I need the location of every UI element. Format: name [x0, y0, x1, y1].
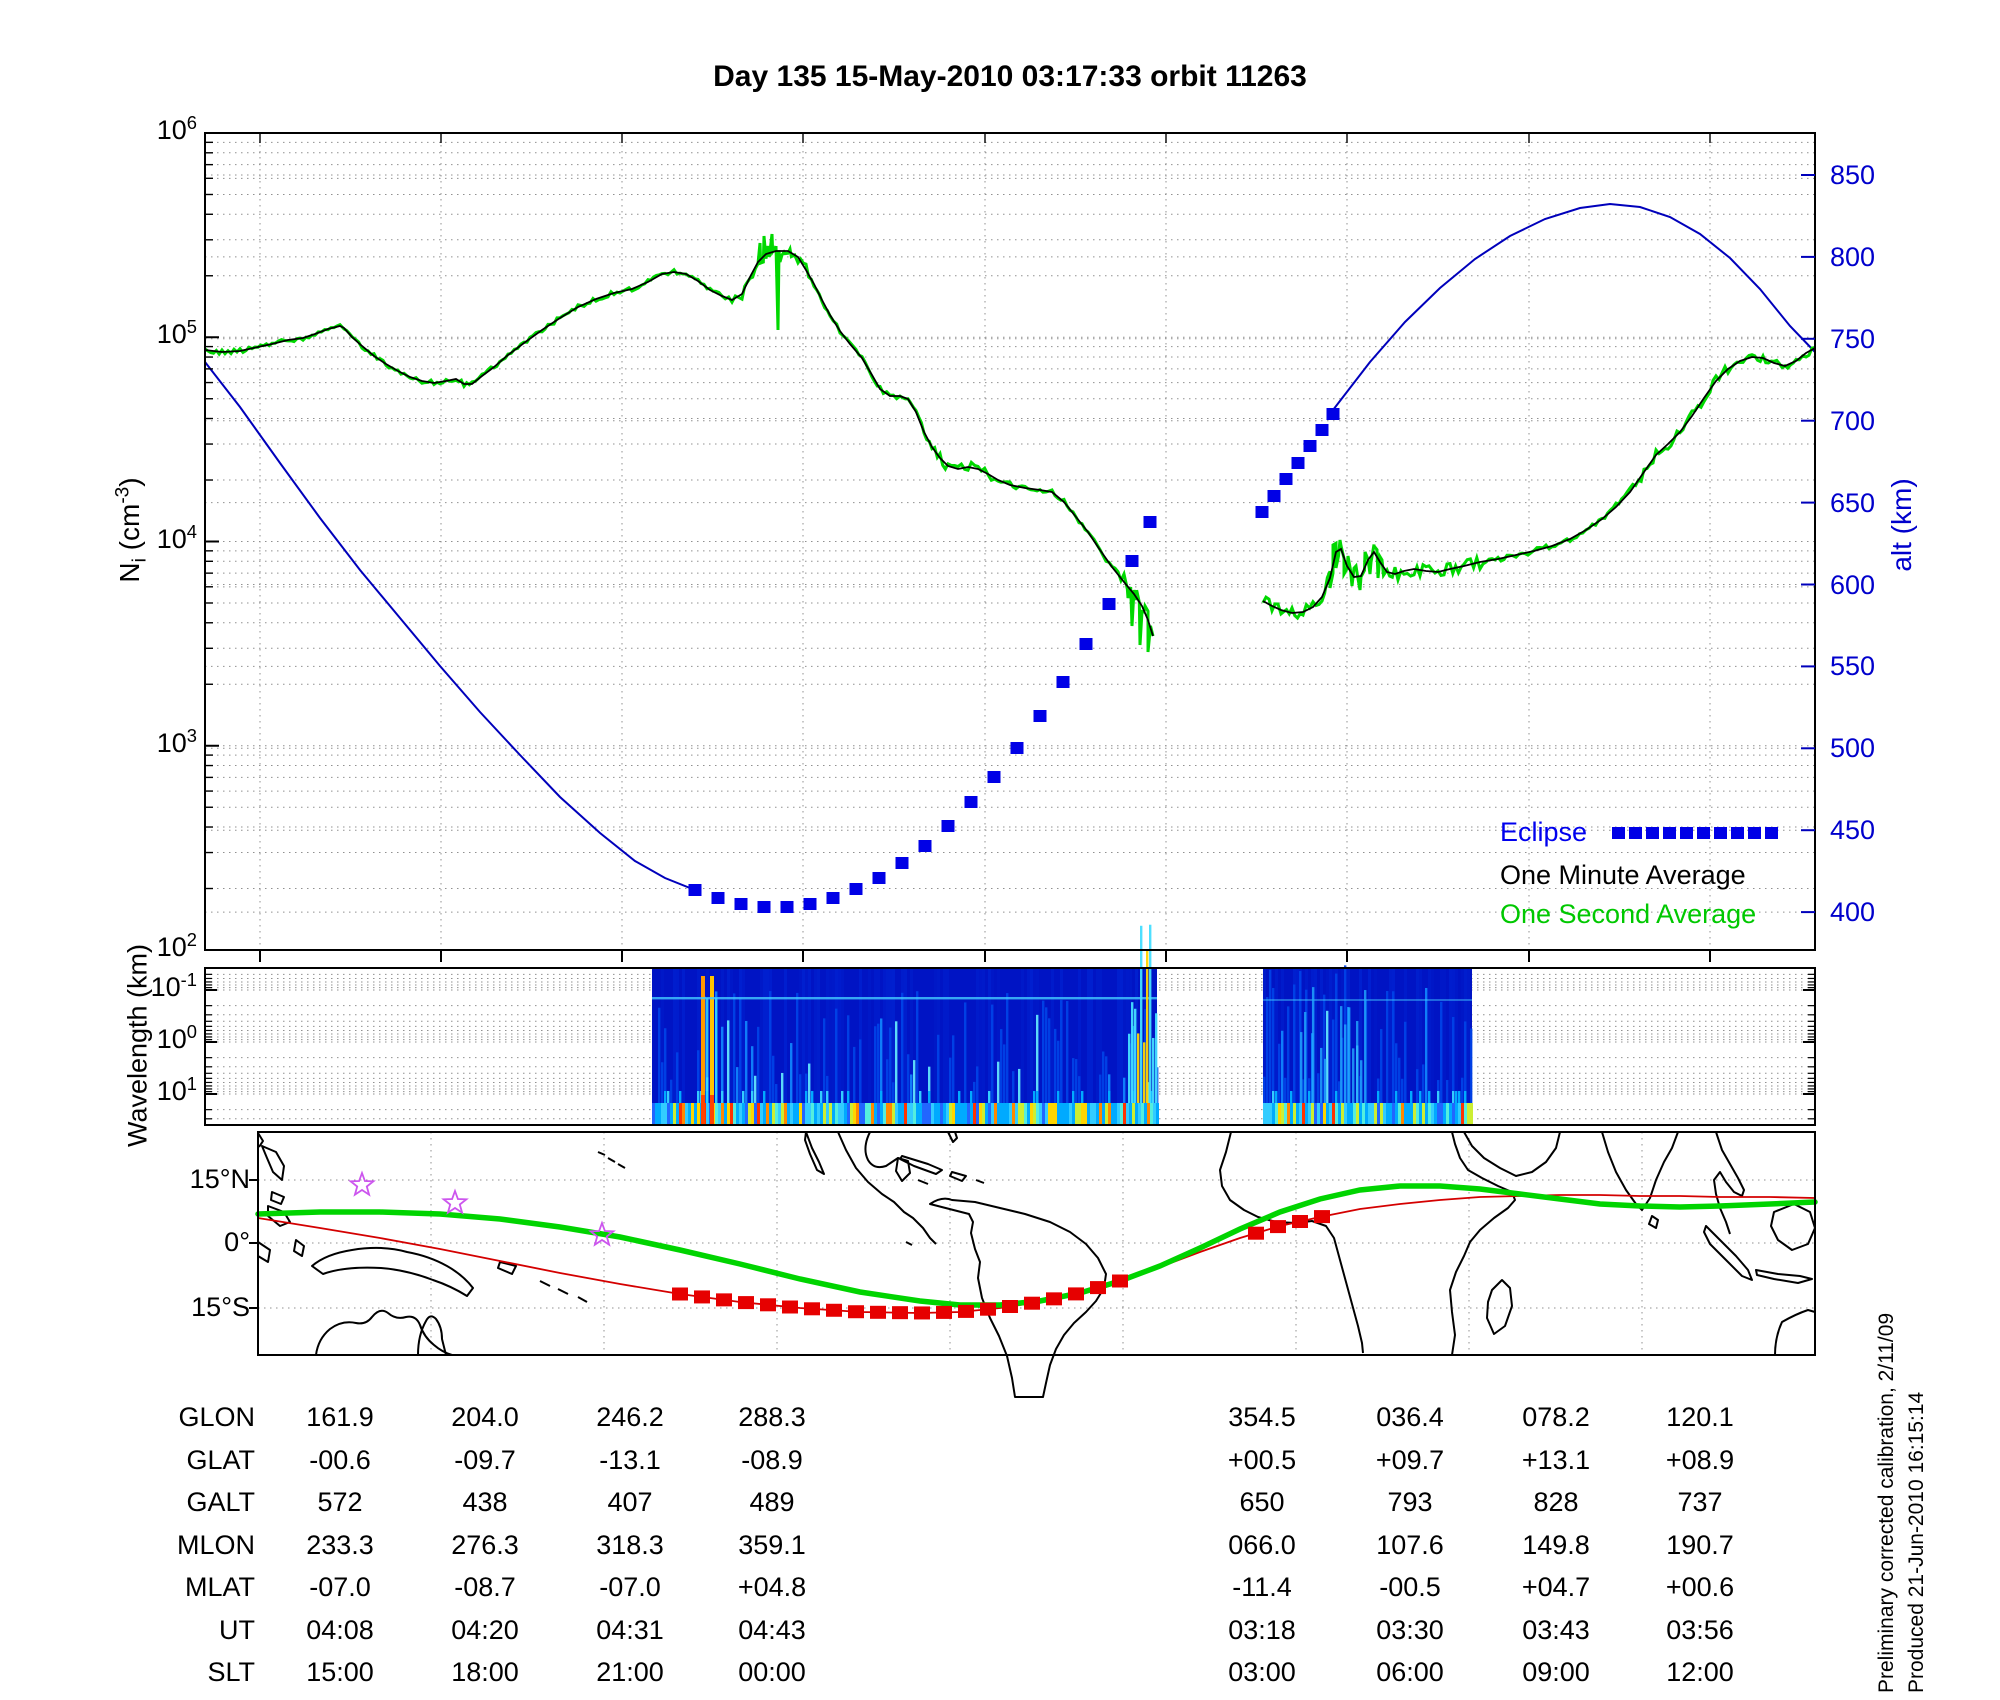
- side-note-produced: Produced 21-Jun-2010 16:15:14: [1905, 1391, 1928, 1693]
- legend-eclipse-label: Eclipse: [1500, 817, 1588, 847]
- wavelength-tick-2: 101: [156, 1073, 197, 1106]
- legend-one-minute-label: One Minute Average: [1500, 860, 1746, 890]
- legend-item-eclipse: Eclipse: [1500, 819, 1587, 846]
- table-cell-ut-0: 04:08: [306, 1615, 374, 1645]
- table-cell-glon-1: 204.0: [451, 1402, 519, 1432]
- table-cell-galt-6: 828: [1533, 1487, 1579, 1517]
- table-cell-mlat-2: -07.0: [599, 1572, 661, 1602]
- table-cell-glat-7: +08.9: [1665, 1445, 1735, 1475]
- density-tick-105: 105: [156, 316, 197, 349]
- table-cell-glon-7: 120.1: [1666, 1402, 1734, 1432]
- table-cell-mlon-2: 318.3: [596, 1530, 664, 1560]
- table-row-label-galt: GALT: [186, 1487, 255, 1517]
- table-row-label-mlon: MLON: [176, 1530, 255, 1560]
- table-cell-mlat-7: +00.6: [1665, 1572, 1735, 1602]
- table-row-label-glat: GLAT: [186, 1445, 255, 1475]
- alt-tick-450: 450: [1830, 815, 1876, 845]
- legend-one-second-label: One Second Average: [1500, 899, 1757, 929]
- wavelength-tick-1: 100: [156, 1021, 197, 1054]
- density-tick-104: 104: [156, 521, 197, 554]
- table-cell-glat-5: +09.7: [1375, 1445, 1445, 1475]
- table-cell-galt-2: 407: [607, 1487, 653, 1517]
- table-cell-slt-7: 12:00: [1666, 1657, 1734, 1687]
- density-tick-102: 102: [156, 929, 197, 962]
- table-cell-mlon-7: 190.7: [1666, 1530, 1734, 1560]
- altitude-axis-title: alt (km): [1886, 478, 1917, 572]
- table-cell-glat-3: -08.9: [741, 1445, 803, 1475]
- side-note-calibration: Preliminary corrected calibration, 2/11/…: [1875, 1312, 1898, 1693]
- table-row-label-mlat: MLAT: [184, 1572, 255, 1602]
- density-tick-106: 106: [156, 112, 197, 145]
- table-cell-ut-2: 04:31: [596, 1615, 664, 1645]
- table-row-label-ut: UT: [219, 1615, 255, 1645]
- table-cell-galt-5: 793: [1387, 1487, 1433, 1517]
- table-cell-mlon-5: 107.6: [1376, 1530, 1444, 1560]
- table-row-label-glon: GLON: [178, 1402, 255, 1432]
- table-cell-mlon-1: 276.3: [451, 1530, 519, 1560]
- table-cell-slt-5: 06:00: [1376, 1657, 1444, 1687]
- table-cell-mlat-3: +04.8: [737, 1572, 807, 1602]
- table-cell-slt-0: 15:00: [306, 1657, 374, 1687]
- alt-tick-600: 600: [1830, 570, 1876, 600]
- table-cell-ut-5: 03:30: [1376, 1615, 1444, 1645]
- map-lat-label-1: 0°: [224, 1227, 250, 1257]
- alt-tick-500: 500: [1830, 733, 1876, 763]
- table-cell-ut-4: 03:18: [1228, 1615, 1296, 1645]
- table-cell-glon-5: 036.4: [1376, 1402, 1444, 1432]
- table-cell-glon-2: 246.2: [596, 1402, 664, 1432]
- table-cell-slt-6: 09:00: [1522, 1657, 1590, 1687]
- table-cell-galt-7: 737: [1677, 1487, 1723, 1517]
- page-title: Day 135 15-May-2010 03:17:33 orbit 11263: [713, 60, 1307, 93]
- density-axis-title: Ni (cm-3): [112, 477, 151, 583]
- alt-tick-700: 700: [1830, 406, 1876, 436]
- legend-item-one-minute: One Minute Average: [1500, 862, 1746, 889]
- table-cell-ut-6: 03:43: [1522, 1615, 1590, 1645]
- alt-tick-850: 850: [1830, 160, 1876, 190]
- alt-tick-750: 750: [1830, 324, 1876, 354]
- table-row-label-slt: SLT: [207, 1657, 255, 1687]
- table-cell-mlat-0: -07.0: [309, 1572, 371, 1602]
- table-cell-glat-0: -00.6: [309, 1445, 371, 1475]
- table-cell-mlon-4: 066.0: [1228, 1530, 1296, 1560]
- table-cell-glon-4: 354.5: [1228, 1402, 1296, 1432]
- table-cell-glon-0: 161.9: [306, 1402, 374, 1432]
- table-cell-galt-0: 572: [317, 1487, 363, 1517]
- table-cell-galt-3: 489: [749, 1487, 795, 1517]
- table-cell-mlat-4: -11.4: [1232, 1572, 1292, 1602]
- table-cell-mlat-1: -08.7: [454, 1572, 516, 1602]
- map-lat-label-2: 15°S: [191, 1292, 250, 1322]
- table-cell-glat-2: -13.1: [599, 1445, 661, 1475]
- alt-tick-650: 650: [1830, 488, 1876, 518]
- table-cell-glat-1: -09.7: [454, 1445, 516, 1475]
- table-cell-mlon-0: 233.3: [306, 1530, 374, 1560]
- table-cell-ut-3: 04:43: [738, 1615, 806, 1645]
- table-cell-galt-4: 650: [1239, 1487, 1285, 1517]
- density-tick-103: 103: [156, 725, 197, 758]
- alt-tick-400: 400: [1830, 897, 1876, 927]
- table-cell-slt-2: 21:00: [596, 1657, 664, 1687]
- table-cell-glon-6: 078.2: [1522, 1402, 1590, 1432]
- table-cell-mlat-6: +04.7: [1521, 1572, 1591, 1602]
- table-cell-slt-4: 03:00: [1228, 1657, 1296, 1687]
- alt-tick-550: 550: [1830, 651, 1876, 681]
- table-cell-glon-3: 288.3: [738, 1402, 806, 1432]
- table-cell-mlat-5: -00.5: [1379, 1572, 1441, 1602]
- table-cell-ut-1: 04:20: [451, 1615, 519, 1645]
- wavelength-axis-title: Wavelength (km): [122, 943, 153, 1148]
- map-lat-label-0: 15°N: [189, 1164, 250, 1194]
- table-cell-glat-4: +00.5: [1227, 1445, 1297, 1475]
- wavelength-tick-0: 10-1: [150, 969, 197, 1002]
- table-cell-mlon-6: 149.8: [1522, 1530, 1590, 1560]
- table-cell-mlon-3: 359.1: [738, 1530, 806, 1560]
- table-cell-galt-1: 438: [462, 1487, 508, 1517]
- table-cell-slt-1: 18:00: [451, 1657, 519, 1687]
- table-cell-ut-7: 03:56: [1666, 1615, 1734, 1645]
- alt-tick-800: 800: [1830, 242, 1876, 272]
- table-cell-glat-6: +13.1: [1521, 1445, 1591, 1475]
- table-cell-slt-3: 00:00: [738, 1657, 806, 1687]
- legend-item-one-second: One Second Average: [1500, 901, 1756, 928]
